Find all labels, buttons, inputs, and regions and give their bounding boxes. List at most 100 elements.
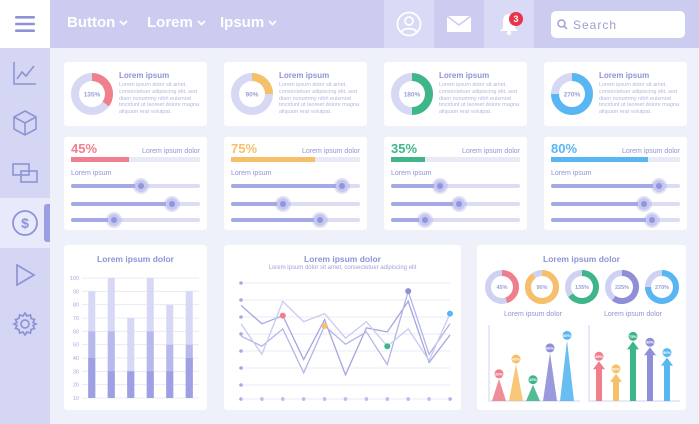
slider-handle[interactable] (276, 198, 289, 210)
arrow-head (627, 341, 639, 350)
progress-percent: 35% (391, 141, 418, 156)
slider[interactable] (231, 198, 360, 210)
slider-handle[interactable] (314, 214, 326, 226)
gear-icon (12, 311, 38, 337)
slider[interactable] (551, 180, 680, 192)
slider[interactable] (71, 198, 200, 210)
slider-handle[interactable] (637, 198, 650, 210)
card-title: Lorem ipsum (279, 71, 330, 80)
slider-handle[interactable] (107, 214, 120, 226)
search-input[interactable] (573, 17, 673, 32)
progress-percent: 45% (71, 141, 98, 156)
nav-lorem-menu[interactable]: Lorem (147, 14, 206, 31)
sidebar-item-finance[interactable]: $ (0, 198, 50, 248)
dollar-icon: $ (12, 210, 38, 236)
messages-button[interactable] (434, 0, 484, 48)
ring-center (491, 276, 513, 298)
search-box[interactable] (551, 11, 685, 38)
slider[interactable] (551, 214, 680, 226)
y-axis-dot (239, 383, 243, 387)
y-tick-label: 60 (73, 329, 79, 335)
slider-handle[interactable] (335, 180, 348, 192)
y-axis-dot (239, 366, 243, 370)
progress-card: 45% Lorem ipsum dolor Lorem ipsum (64, 137, 207, 230)
bar-chart: 100 90 80 70 60 50 40 30 20 10 (70, 276, 199, 402)
slider[interactable] (391, 214, 520, 226)
arrow-shaft (664, 364, 670, 401)
slider[interactable] (391, 180, 520, 192)
progress-bar (551, 157, 680, 162)
peak-badge (545, 343, 555, 353)
arrow-head (644, 347, 656, 356)
peak-triangle (526, 384, 540, 401)
progress-caption: Lorem ipsum dolor (462, 148, 520, 155)
slider-handle[interactable] (165, 198, 178, 210)
slider-handle[interactable] (453, 198, 466, 210)
peak-triangle (543, 352, 557, 401)
slider-handle[interactable] (645, 214, 658, 226)
arrow-value: 45% (595, 354, 603, 359)
sidebar-item-settings[interactable] (0, 299, 50, 349)
slider[interactable] (551, 198, 680, 210)
nav-ipsum-menu[interactable]: Ipsum (220, 14, 277, 31)
chart-title: Lorem ipsum dolor (97, 254, 174, 264)
arrow-badge (645, 337, 655, 347)
donut-chart: 90% (231, 73, 273, 115)
donut-segment (251, 73, 273, 95)
peak-badge (528, 375, 538, 385)
bar (127, 318, 135, 398)
notifications-button[interactable] (484, 0, 534, 48)
summary-chart-card: Lorem ipsum dolor 45% 90% 135% 225% 270% Lor… (477, 245, 686, 410)
progress-bar (231, 157, 360, 162)
card-title: Lorem ipsum (119, 71, 170, 80)
y-tick-label: 50 (73, 343, 79, 349)
slider-handle[interactable] (434, 180, 447, 192)
data-point (279, 312, 286, 319)
slider[interactable] (231, 180, 360, 192)
line-chart (239, 281, 453, 401)
progress-fill (71, 157, 130, 162)
y-tick-label: 10 (73, 396, 79, 402)
slider[interactable] (391, 198, 520, 210)
bar (107, 331, 115, 398)
y-tick-label: 30 (73, 369, 79, 375)
ring-segment (525, 270, 559, 304)
windows-icon (12, 163, 38, 183)
donut-segment (91, 73, 113, 107)
data-point (321, 322, 328, 329)
data-point (405, 288, 412, 295)
chart-title: Lorem ipsum dolor (304, 254, 381, 264)
menu-button[interactable] (0, 0, 50, 48)
card-text: Lorem ipsum dolor sit amet, consectetuer… (439, 82, 520, 116)
sidebar-item-media[interactable] (0, 250, 50, 300)
ring-center (651, 276, 673, 298)
data-point (384, 343, 391, 350)
arrow-shaft (630, 348, 636, 401)
sidebar-item-products[interactable] (0, 98, 50, 148)
slider-handle[interactable] (134, 180, 147, 192)
arrow-head (661, 357, 673, 366)
slider-handle[interactable] (653, 180, 666, 192)
profile-button[interactable] (384, 0, 434, 48)
y-tick-label: 70 (73, 316, 79, 322)
line-chart-icon (13, 62, 36, 85)
slider[interactable] (71, 180, 200, 192)
cube-icon (13, 110, 37, 136)
chart-subtitle: Lorem ipsum dolor sit amet, consectetuer… (268, 265, 417, 271)
arrow-value: 90% (646, 340, 654, 345)
slider-handle[interactable] (418, 214, 431, 226)
arrow-shaft (613, 380, 619, 401)
data-point (447, 310, 453, 317)
bar-chart-card: Lorem ipsum dolor 100 90 80 70 60 50 40 30 20 10 (64, 245, 207, 410)
sidebar-item-windows[interactable] (0, 148, 50, 198)
slider[interactable] (71, 214, 200, 226)
nav-button-menu[interactable]: Button (67, 14, 128, 31)
donut-value: 180% (404, 92, 421, 99)
peak-value: 66% (546, 345, 554, 350)
y-tick-label: 100 (70, 276, 79, 282)
peak-triangle (560, 340, 574, 401)
slider[interactable] (231, 214, 360, 226)
ring-value: 270% (655, 285, 669, 291)
sidebar-item-analytics[interactable] (0, 48, 50, 98)
peak-triangle (509, 364, 523, 401)
